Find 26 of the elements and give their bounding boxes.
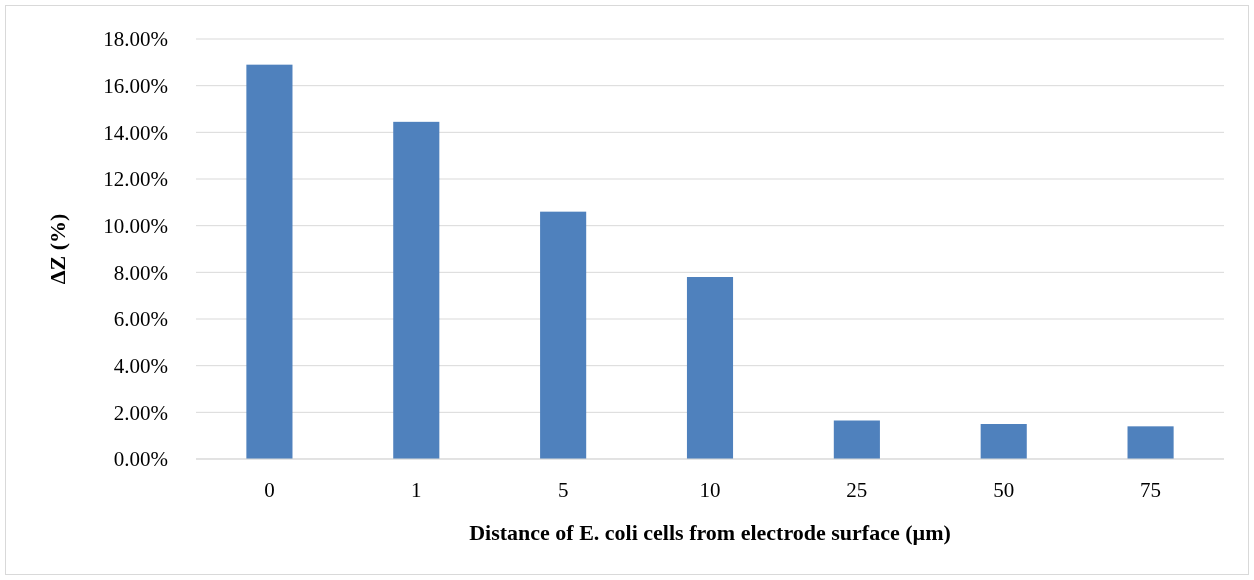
y-tick-label: 8.00%	[113, 260, 168, 285]
bar	[686, 277, 734, 459]
y-tick-label: 4.00%	[113, 354, 168, 379]
bar	[393, 121, 440, 459]
y-tick-label: 2.00%	[113, 400, 168, 425]
y-tick-label: 18.00%	[103, 27, 168, 52]
x-tick-label: 50	[993, 478, 1015, 502]
x-axis-title: Distance of E. coli cells from electrode surface (µm)	[469, 520, 951, 545]
bar	[246, 64, 293, 459]
x-tick-label: 1	[411, 478, 422, 502]
y-tick-label: 14.00%	[103, 120, 168, 145]
y-tick-label: 0.00%	[113, 447, 168, 472]
x-tick-label: 5	[557, 478, 569, 502]
bar	[833, 420, 880, 459]
y-axis-title: ΔZ (%)	[45, 213, 70, 285]
x-tick-label: 25	[846, 478, 868, 502]
y-tick-label: 16.00%	[103, 74, 168, 99]
y-tick-label: 6.00%	[113, 307, 168, 332]
y-tick-label: 10.00%	[103, 214, 168, 239]
bar	[540, 211, 587, 459]
bar	[980, 424, 1027, 459]
x-tick-label: 0	[264, 478, 275, 502]
y-tick-label: 12.00%	[103, 167, 168, 192]
x-tick-label: 10	[699, 478, 721, 502]
bar	[1127, 426, 1174, 459]
x-tick-label: 75	[1140, 478, 1162, 502]
